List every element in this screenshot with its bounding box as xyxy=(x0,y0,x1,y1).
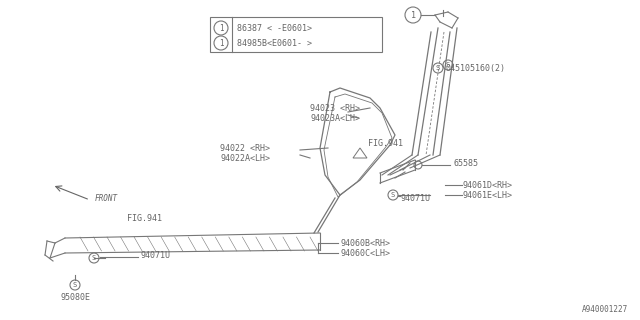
Text: 94060B<RH>: 94060B<RH> xyxy=(340,238,390,247)
Text: 1: 1 xyxy=(410,11,415,20)
Text: 94022 <RH>: 94022 <RH> xyxy=(220,143,270,153)
Text: 94023 <RH>: 94023 <RH> xyxy=(310,103,360,113)
Text: S: S xyxy=(436,65,440,71)
Text: 94060C<LH>: 94060C<LH> xyxy=(340,249,390,258)
Text: 1: 1 xyxy=(219,23,223,33)
Text: 1: 1 xyxy=(219,38,223,47)
Text: A940001227: A940001227 xyxy=(582,305,628,314)
Text: 65585: 65585 xyxy=(453,158,478,167)
Text: S: S xyxy=(73,282,77,288)
Text: S: S xyxy=(391,192,395,198)
Text: 045105160(2): 045105160(2) xyxy=(445,63,505,73)
Text: S: S xyxy=(446,62,450,68)
Text: 94023A<LH>: 94023A<LH> xyxy=(310,114,360,123)
Text: 95080E: 95080E xyxy=(60,293,90,302)
Text: 94061E<LH>: 94061E<LH> xyxy=(462,190,512,199)
Text: FIG.941: FIG.941 xyxy=(127,213,162,222)
Bar xyxy=(210,17,382,52)
Text: 94071U: 94071U xyxy=(140,251,170,260)
Text: FRONT: FRONT xyxy=(95,194,118,203)
Text: FIG.941: FIG.941 xyxy=(368,139,403,148)
Text: 94061D<RH>: 94061D<RH> xyxy=(462,180,512,189)
Text: 94022A<LH>: 94022A<LH> xyxy=(220,154,270,163)
Text: S: S xyxy=(92,255,96,261)
Text: 86387 < -E0601>: 86387 < -E0601> xyxy=(237,23,312,33)
Text: 84985B<E0601- >: 84985B<E0601- > xyxy=(237,38,312,47)
Text: 94071U: 94071U xyxy=(400,194,430,203)
